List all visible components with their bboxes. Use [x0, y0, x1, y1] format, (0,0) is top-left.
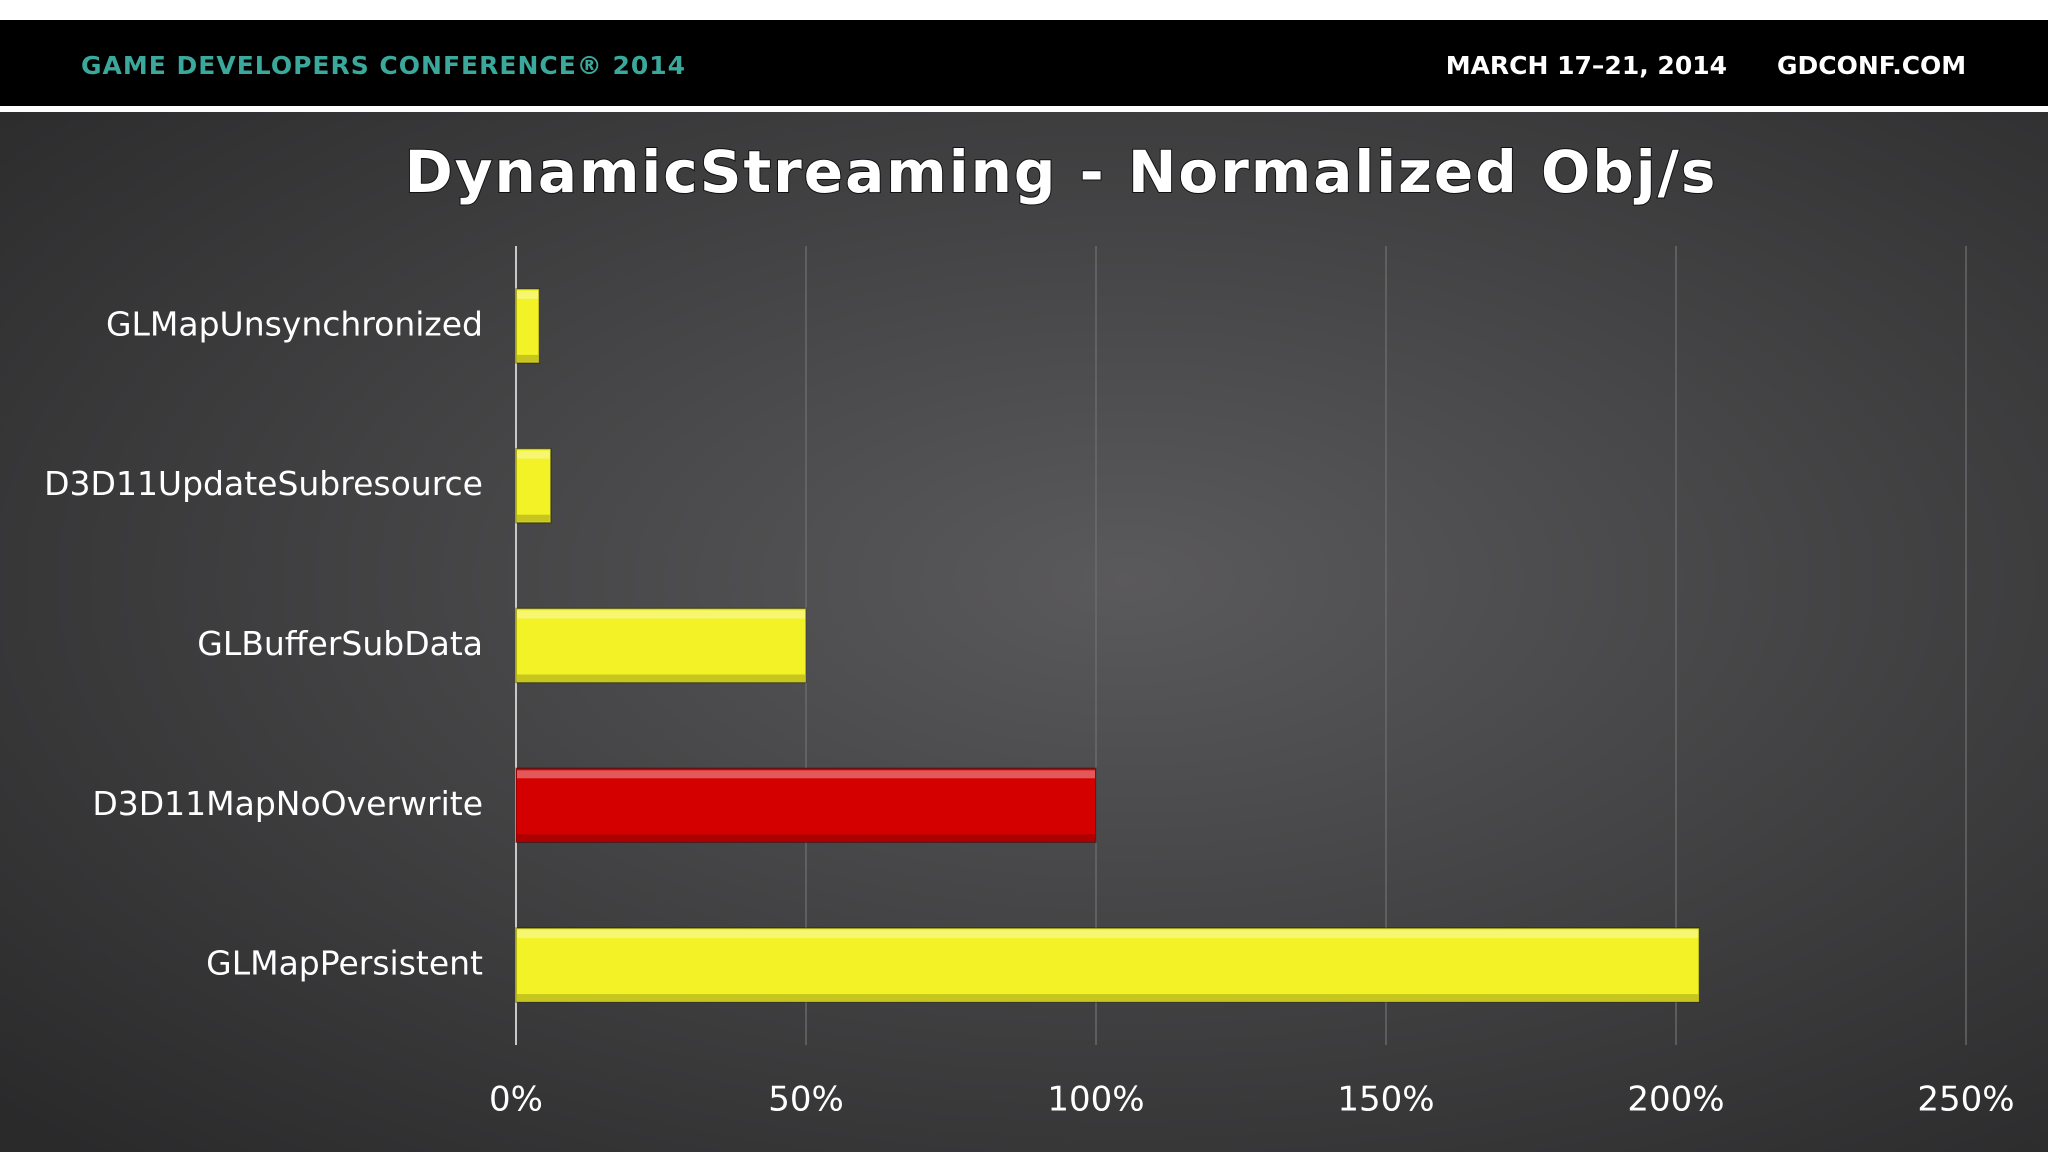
x-tick-label: 0%	[489, 1080, 543, 1120]
website: GDCONF.COM	[1777, 51, 1966, 80]
y-tick-label: D3D11UpdateSubresource	[44, 464, 483, 503]
bar-highlight	[517, 930, 1699, 939]
y-tick-label: GLMapPersistent	[206, 944, 483, 983]
conference-name: GAME DEVELOPERS CONFERENCE® 2014	[81, 51, 686, 80]
header-bar	[0, 20, 2048, 106]
header-rule	[0, 106, 2048, 112]
y-tick-label: GLBufferSubData	[197, 624, 483, 663]
bar	[515, 447, 552, 524]
bar	[515, 288, 540, 364]
bar	[515, 607, 807, 684]
y-tick-label: D3D11MapNoOverwrite	[92, 784, 483, 823]
top-strip	[0, 0, 2048, 20]
x-tick-label: 50%	[768, 1080, 844, 1120]
bar-highlight	[517, 610, 805, 619]
bar-shade	[517, 514, 550, 522]
bar	[515, 927, 1700, 1003]
x-tick-label: 150%	[1337, 1080, 1434, 1120]
bar-shade	[517, 674, 805, 682]
bar-shade	[517, 834, 1095, 842]
chart-title: DynamicStreaming - Normalized Obj/s	[405, 138, 1718, 206]
bar-shade	[517, 994, 1699, 1002]
bar	[515, 767, 1097, 844]
bar-shade	[517, 354, 539, 362]
x-tick-label: 250%	[1917, 1080, 2014, 1120]
bar-highlight	[517, 770, 1095, 779]
x-tick-label: 200%	[1627, 1080, 1724, 1120]
y-tick-label: GLMapUnsynchronized	[106, 304, 483, 343]
conference-dates: MARCH 17–21, 2014	[1446, 51, 1727, 80]
bar-highlight	[517, 290, 539, 299]
plot-area: 0% 50% 100% 150% 200% 250% GLMapUnsynchronized…	[44, 246, 2015, 1120]
x-tick-label: 100%	[1047, 1080, 1144, 1120]
bar-highlight	[517, 450, 550, 459]
